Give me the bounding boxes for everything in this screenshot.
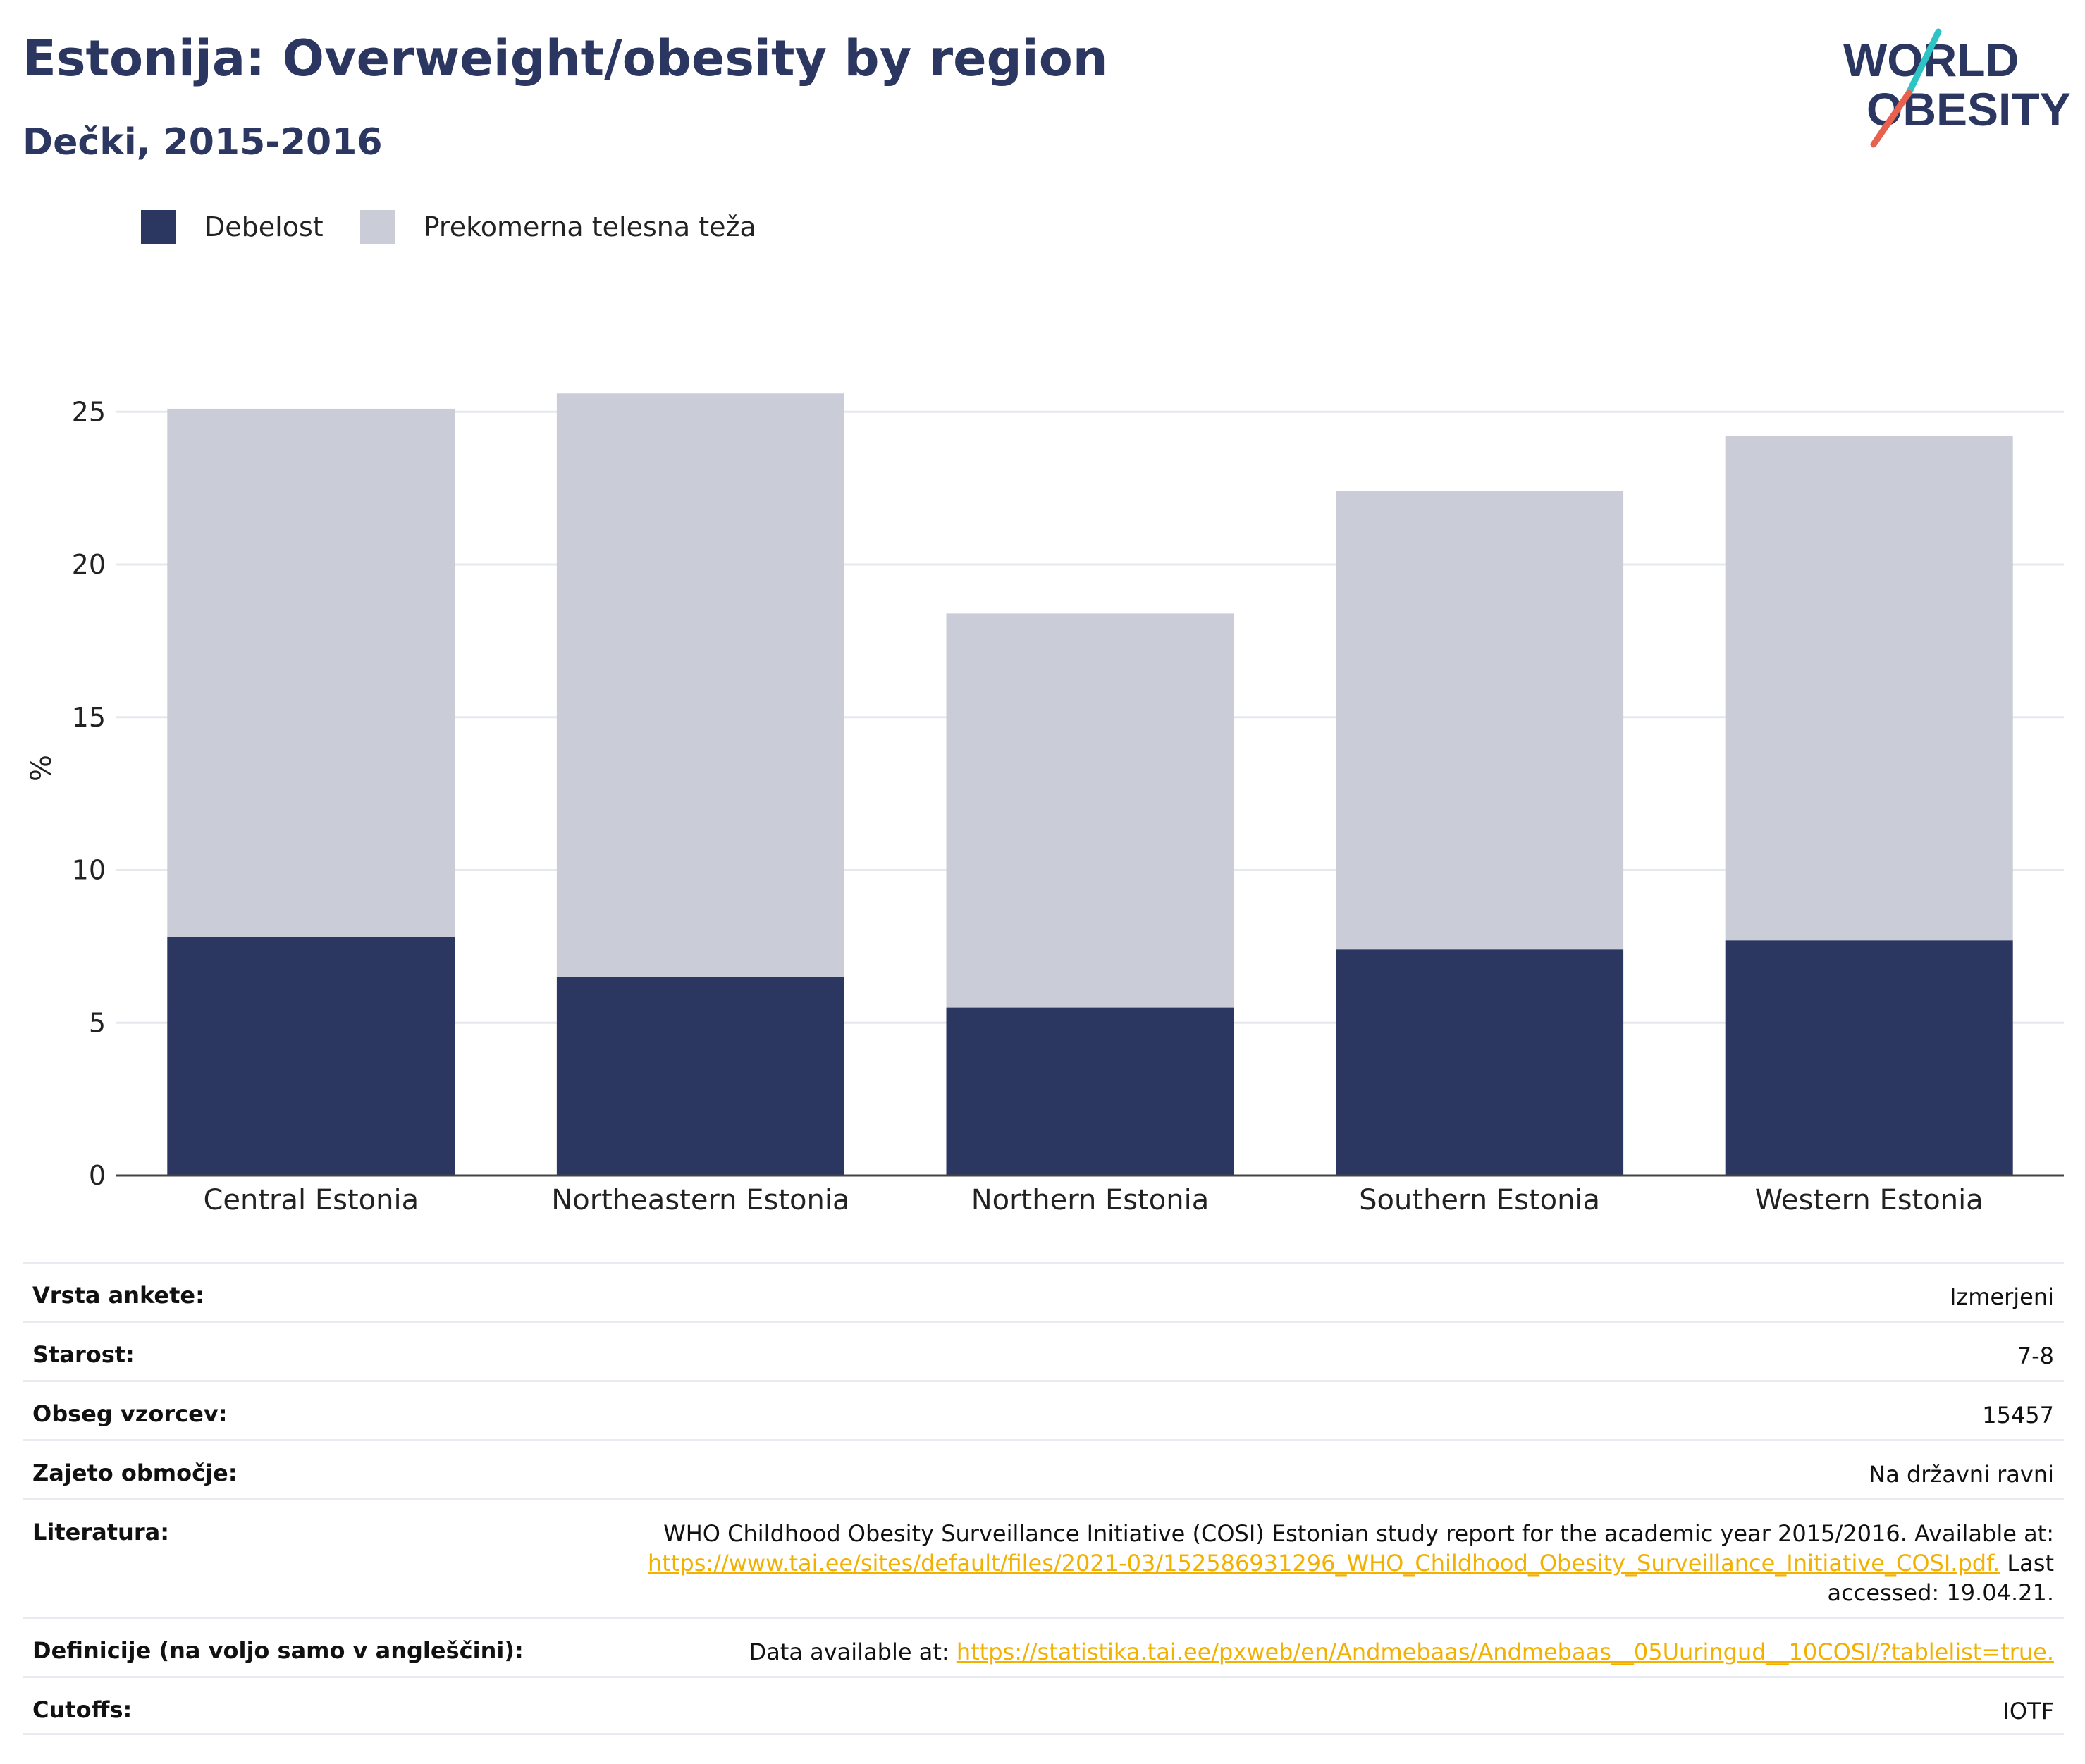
legend-label-overweight: Prekomerna telesna teža [423, 211, 756, 242]
y-tick-label: 10 [72, 855, 106, 886]
info-value: Data available at: https://statistika.ta… [749, 1637, 2054, 1667]
x-tick-label: Central Estonia [203, 1184, 419, 1216]
bar-overweight [1336, 491, 1624, 950]
info-row-survey-type: Vrsta ankete: Izmerjeni [23, 1262, 2064, 1321]
legend-swatch-overweight [359, 210, 395, 244]
bar-overweight [1725, 436, 2013, 941]
definitions-prefix: Data available at: [749, 1639, 957, 1665]
definitions-link[interactable]: https://statistika.tai.ee/pxweb/en/Andme… [956, 1639, 2054, 1665]
info-label: Definicije (na voljo samo v angleščini): [32, 1637, 524, 1664]
y-tick-label: 0 [89, 1160, 106, 1191]
info-label: Vrsta ankete: [32, 1282, 204, 1309]
info-value: IOTF [2003, 1698, 2054, 1725]
bar-obesity [1725, 940, 2013, 1176]
literature-link[interactable]: https://www.tai.ee/sites/default/files/2… [648, 1550, 2000, 1577]
bar-obesity [946, 1007, 1234, 1176]
info-row-area: Zajeto območje: Na državni ravni [23, 1439, 2064, 1498]
info-row-definitions: Definicije (na voljo samo v angleščini):… [23, 1617, 2064, 1676]
info-label: Cutoffs: [32, 1696, 133, 1723]
chart-legend: Debelost Prekomerna telesna teža [141, 210, 793, 244]
literature-text-after: Last [2000, 1550, 2054, 1577]
info-value: Izmerjeni [1950, 1283, 2054, 1310]
info-value: WHO Childhood Obesity Surveillance Initi… [648, 1519, 2054, 1608]
info-row-age: Starost: 7-8 [23, 1321, 2064, 1380]
y-tick-label: 5 [89, 1007, 106, 1038]
info-row-cutoffs: Cutoffs: IOTF [23, 1676, 2064, 1735]
bar-overweight [556, 393, 844, 977]
info-label: Obseg vzorcev: [32, 1400, 228, 1427]
legend-item-overweight: Prekomerna telesna teža [359, 210, 756, 244]
info-table: Vrsta ankete: Izmerjeni Starost: 7-8 Obs… [23, 1262, 2064, 1735]
info-value: Na državni ravni [1869, 1461, 2054, 1488]
bar-overweight [167, 408, 455, 937]
x-tick-label: Western Estonia [1755, 1184, 1983, 1216]
info-value: 7-8 [2017, 1343, 2054, 1369]
bar-obesity [167, 937, 455, 1176]
stacked-bar-chart: 0 5 10 15 20 25% Central Estonia Northeastern E… [25, 393, 2064, 1216]
world-obesity-logo: WORLD OBESITY [1843, 28, 2071, 148]
legend-label-obesity: Debelost [204, 211, 324, 242]
x-tick-label: Northeastern Estonia [551, 1184, 849, 1216]
y-tick-label: 20 [72, 549, 106, 580]
info-value: 15457 [1982, 1402, 2054, 1429]
x-tick-label: Northern Estonia [971, 1184, 1210, 1216]
chart-subtitle: Dečki, 2015-2016 [23, 121, 383, 164]
y-axis-title: % [25, 755, 58, 782]
bar-obesity [1336, 949, 1624, 1176]
literature-accessed: accessed: 19.04.21. [1827, 1579, 2054, 1606]
info-label: Literatura: [32, 1519, 169, 1546]
legend-item-obesity: Debelost [141, 210, 324, 244]
info-row-sample-size: Obseg vzorcev: 15457 [23, 1380, 2064, 1439]
chart-title: Estonija: Overweight/obesity by region [23, 30, 1108, 87]
x-tick-label: Southern Estonia [1359, 1184, 1600, 1216]
y-tick-label: 25 [72, 396, 106, 427]
bar-obesity [556, 977, 844, 1176]
info-label: Starost: [32, 1341, 135, 1368]
bar-overweight [946, 613, 1234, 1008]
info-row-literature: Literatura: WHO Childhood Obesity Survei… [23, 1498, 2064, 1617]
literature-text: WHO Childhood Obesity Surveillance Initi… [663, 1520, 2054, 1547]
y-tick-label: 15 [72, 702, 106, 733]
info-label: Zajeto območje: [32, 1460, 238, 1486]
legend-swatch-obesity [141, 210, 176, 244]
